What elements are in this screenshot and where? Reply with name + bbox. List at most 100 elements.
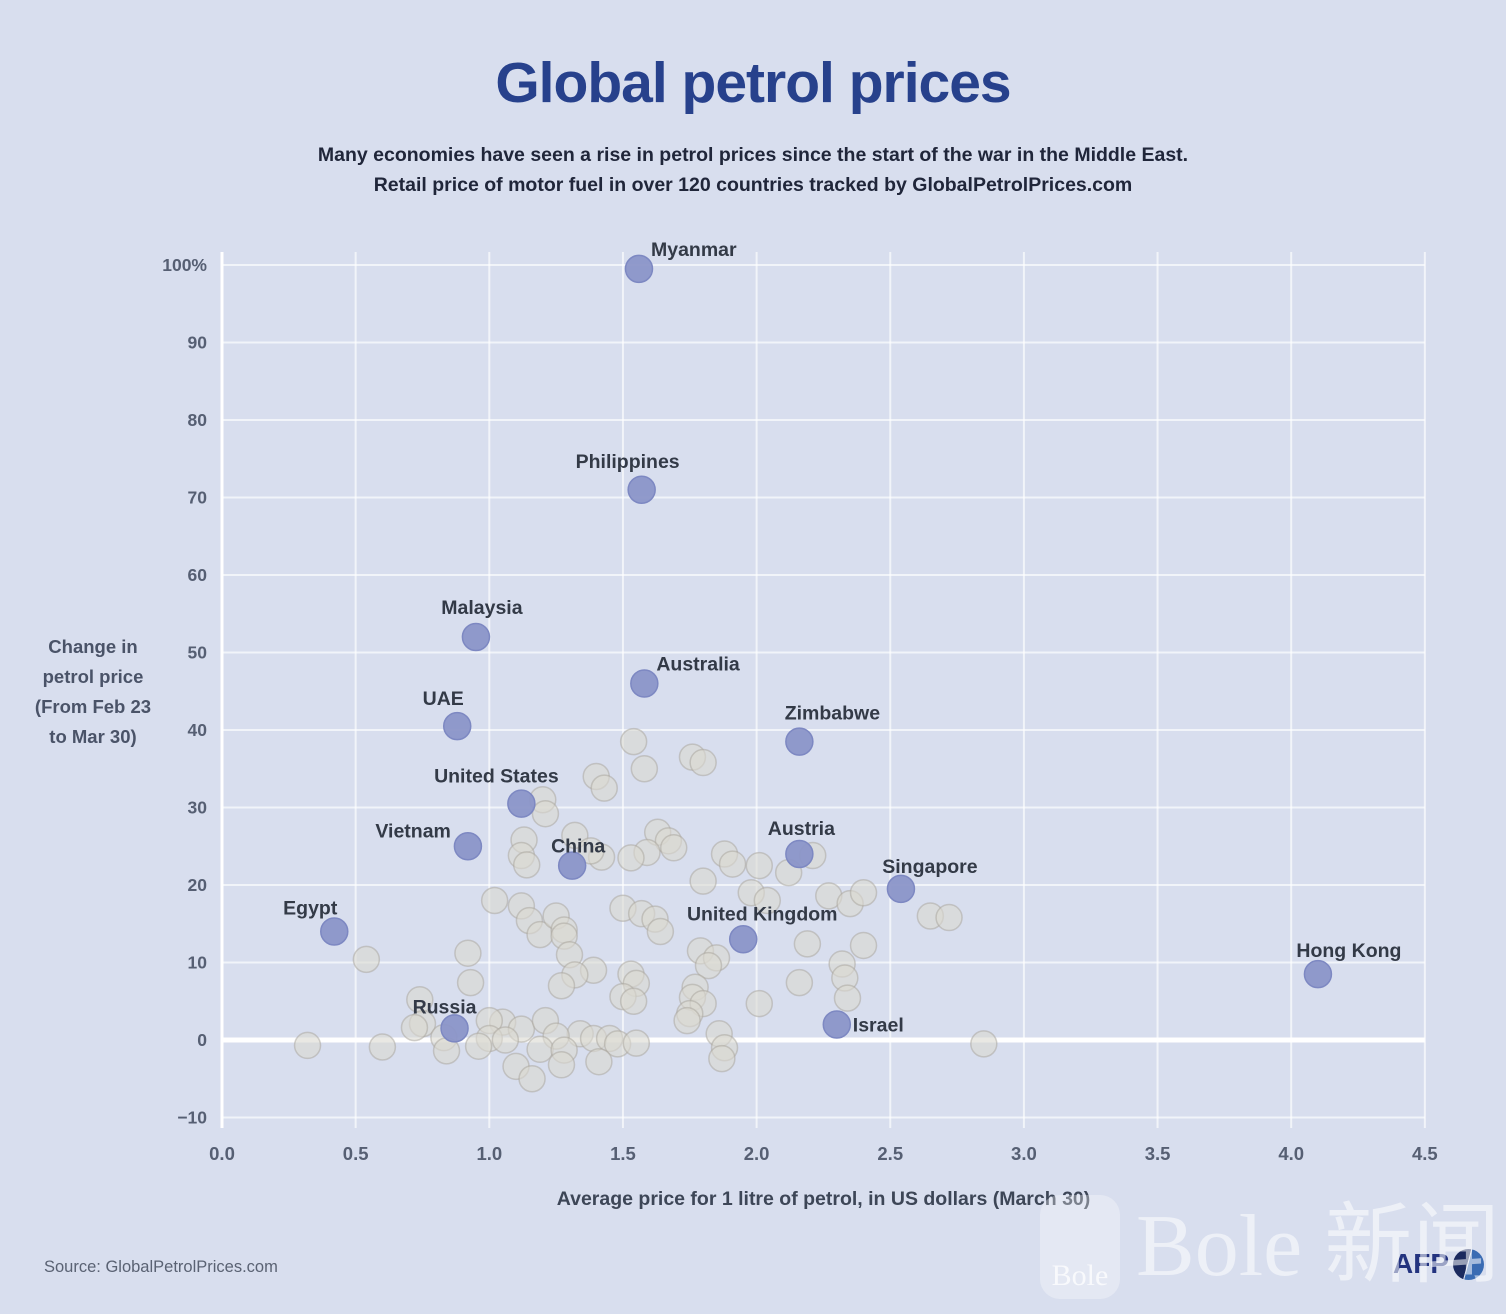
data-point-other xyxy=(970,1030,998,1058)
x-axis-title: Average price for 1 litre of petrol, in … xyxy=(556,1188,1091,1210)
x-tick-label: 1.0 xyxy=(476,1143,502,1164)
point-label-egypt: Egypt xyxy=(283,898,338,920)
point-label-australia: Australia xyxy=(656,654,740,676)
data-point-other xyxy=(849,879,878,907)
data-point-united-kingdom xyxy=(728,925,758,954)
data-point-other xyxy=(753,886,782,915)
data-point-other xyxy=(745,851,774,880)
x-tick-label: 4.0 xyxy=(1278,1143,1304,1164)
point-label-russia: Russia xyxy=(413,996,477,1018)
y-tick-label: 100% xyxy=(162,255,207,275)
y-tick-label: 80 xyxy=(188,410,208,430)
data-point-other xyxy=(454,939,482,967)
data-point-myanmar xyxy=(624,254,654,284)
x-tick-label: 2.5 xyxy=(877,1143,903,1164)
point-label-vietnam: Vietnam xyxy=(375,820,451,842)
x-tick-label: 0.0 xyxy=(209,1143,235,1164)
data-point-hong-kong xyxy=(1303,959,1333,989)
data-point-other xyxy=(512,851,541,879)
y-axis-title: Change in petrol price (From Feb 23 to M… xyxy=(18,632,168,752)
source-credit: Source: GlobalPetrolPrices.com xyxy=(44,1258,278,1276)
y-tick-label: 60 xyxy=(188,565,208,585)
data-point-singapore xyxy=(886,874,916,904)
data-point-vietnam xyxy=(453,832,483,861)
data-point-other xyxy=(694,951,723,980)
afp-logo-text: AFP xyxy=(1393,1248,1449,1279)
x-tick-label: 3.0 xyxy=(1011,1143,1037,1164)
data-point-other xyxy=(464,1032,493,1060)
subtitle-line-1: Many economies have seen a rise in petro… xyxy=(317,144,1189,166)
data-point-other xyxy=(368,1033,397,1061)
subtitle-line-2: Retail price of motor fuel in over 120 c… xyxy=(373,174,1133,196)
data-point-other xyxy=(585,1047,613,1076)
x-tick-label: 2.0 xyxy=(744,1143,770,1164)
data-point-other xyxy=(718,850,747,878)
data-point-other xyxy=(400,1013,429,1042)
data-point-other xyxy=(293,1031,322,1060)
data-point-other xyxy=(547,972,576,1000)
y-tick-label: 30 xyxy=(188,798,208,818)
point-label-myanmar: Myanmar xyxy=(651,239,737,261)
point-label-united-kingdom: United Kingdom xyxy=(687,903,838,925)
y-tick-label: 40 xyxy=(188,720,208,740)
data-point-russia xyxy=(440,1014,469,1043)
data-point-other xyxy=(531,799,560,828)
y-tick-label: 50 xyxy=(188,643,208,663)
point-label-philippines: Philippines xyxy=(576,451,680,473)
data-point-other xyxy=(745,989,774,1018)
data-point-egypt xyxy=(320,917,349,946)
y-tick-label: 20 xyxy=(188,875,208,895)
data-point-other xyxy=(456,968,485,997)
data-point-other xyxy=(518,1065,546,1093)
data-point-other xyxy=(673,1006,701,1035)
y-tick-label: −10 xyxy=(177,1108,207,1128)
data-point-china xyxy=(557,851,587,880)
afp-logo: AFP xyxy=(1393,1248,1484,1280)
data-point-australia xyxy=(630,669,659,698)
point-label-austria: Austria xyxy=(768,818,835,840)
y-axis-title-line-2: petrol price xyxy=(42,666,144,687)
point-label-uae: UAE xyxy=(423,688,464,710)
data-point-other xyxy=(491,1026,520,1054)
y-tick-label: 0 xyxy=(197,1030,207,1050)
data-point-other xyxy=(659,834,688,862)
data-point-other xyxy=(622,1029,651,1057)
point-label-china: China xyxy=(551,836,605,858)
data-point-other xyxy=(935,903,963,932)
data-point-other xyxy=(630,755,659,783)
data-point-other xyxy=(849,931,878,960)
data-point-other xyxy=(619,987,648,1015)
data-point-other xyxy=(619,727,648,756)
y-tick-label: 90 xyxy=(188,333,208,353)
y-axis-title-line-1: Change in xyxy=(48,636,138,657)
data-point-other xyxy=(577,837,605,865)
point-label-malaysia: Malaysia xyxy=(441,597,522,619)
data-point-other xyxy=(689,867,717,895)
x-tick-label: 0.5 xyxy=(343,1143,369,1164)
data-point-zimbabwe xyxy=(785,727,814,756)
data-point-other xyxy=(833,984,862,1012)
data-point-philippines xyxy=(627,475,656,504)
point-label-united-states: United States xyxy=(434,766,559,788)
data-point-united-states xyxy=(507,789,536,818)
point-label-israel: Israel xyxy=(853,1015,904,1037)
data-point-other xyxy=(689,748,717,777)
data-point-other xyxy=(526,1035,554,1064)
data-point-other xyxy=(352,945,381,974)
data-point-austria xyxy=(785,839,814,869)
x-tick-label: 1.5 xyxy=(610,1143,636,1164)
point-label-hong-kong: Hong Kong xyxy=(1296,940,1401,962)
point-label-singapore: Singapore xyxy=(882,856,978,878)
data-point-other xyxy=(793,930,822,958)
data-point-other xyxy=(480,886,509,915)
y-axis-title-line-4: to Mar 30) xyxy=(49,726,137,747)
y-tick-label: 10 xyxy=(188,953,208,973)
data-point-other xyxy=(708,1044,736,1073)
data-point-other xyxy=(547,1051,576,1079)
data-point-israel xyxy=(822,1010,852,1039)
x-tick-label: 3.5 xyxy=(1145,1143,1171,1164)
afp-globe-icon xyxy=(1453,1248,1484,1280)
data-point-other xyxy=(617,844,645,872)
x-tick-label: 4.5 xyxy=(1412,1143,1438,1164)
